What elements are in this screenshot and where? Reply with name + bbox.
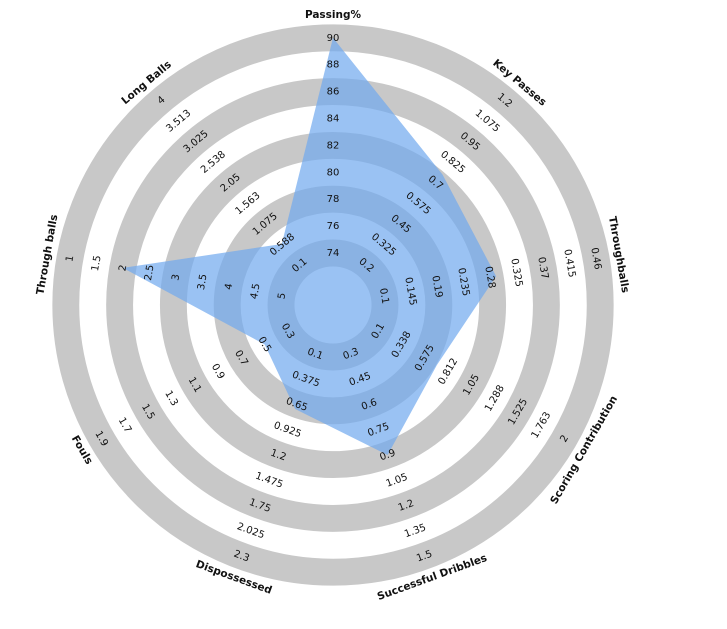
- tick-label: 0.37: [535, 256, 550, 280]
- tick-label: 2.5: [143, 264, 157, 282]
- tick-label: 1.288: [483, 383, 507, 413]
- tick-label: 78: [327, 194, 340, 205]
- tick-label: 1.05: [385, 472, 410, 490]
- tick-label: 2.025: [235, 521, 266, 541]
- tick-label: 0.145: [402, 276, 418, 306]
- tick-label: 2: [558, 433, 571, 444]
- tick-label: 1.3: [162, 389, 179, 408]
- tick-label: 0.6: [360, 397, 379, 413]
- tick-label: 84: [327, 114, 340, 125]
- tick-label: 0.925: [272, 420, 303, 440]
- tick-label: 1.35: [403, 522, 428, 540]
- tick-label: 3: [170, 273, 182, 281]
- tick-label: 0.9: [209, 362, 226, 381]
- tick-label: 1.7: [116, 416, 133, 435]
- tick-label: 0.9: [378, 448, 397, 464]
- tick-label: 1.2: [269, 448, 288, 464]
- tick-label: 1: [64, 255, 76, 263]
- tick-label: 0.1: [306, 346, 325, 362]
- tick-label: 4: [223, 283, 235, 291]
- tick-label: 1.763: [530, 410, 554, 440]
- tick-label: 1.475: [254, 471, 285, 491]
- ring: [52, 24, 614, 586]
- tick-label: 76: [327, 221, 340, 232]
- tick-label: 5: [276, 292, 288, 300]
- tick-label: 0.1: [377, 287, 391, 305]
- tick-label: 1.5: [90, 255, 104, 273]
- tick-label: 86: [327, 87, 340, 98]
- tick-label: 3.5: [196, 273, 210, 291]
- tick-label: 0.28: [482, 265, 497, 289]
- data-area: [122, 37, 497, 456]
- tick-label: 0.812: [436, 356, 460, 386]
- tick-label: 90: [327, 33, 340, 44]
- tick-label: 0.46: [588, 247, 603, 271]
- tick-label: 2.3: [232, 549, 251, 565]
- tick-label: 4.5: [249, 283, 263, 301]
- param-label: Passing%: [305, 9, 362, 21]
- tick-label: 4: [156, 94, 168, 107]
- tick-label: 88: [327, 60, 340, 71]
- tick-label: 0.3: [342, 346, 361, 362]
- tick-label: 1.2: [397, 498, 416, 514]
- tick-label: 0.415: [561, 248, 577, 278]
- tick-label: 74: [327, 248, 340, 259]
- tick-label: 2: [117, 264, 129, 272]
- tick-label: 1.5: [415, 549, 434, 565]
- tick-label: 0.235: [455, 267, 471, 297]
- tick-label: 80: [327, 167, 340, 178]
- tick-label: 0.19: [429, 275, 444, 299]
- tick-label: 82: [327, 140, 340, 151]
- tick-label: 0.325: [508, 258, 524, 288]
